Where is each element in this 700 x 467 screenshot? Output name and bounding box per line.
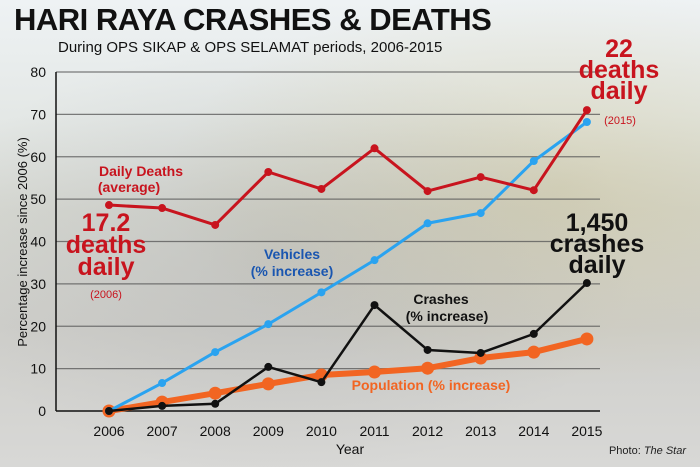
data-point xyxy=(423,219,432,228)
deaths-2006-year: (2006) xyxy=(90,289,122,301)
deaths-2006-annotation: 17.2 xyxy=(82,209,131,237)
data-point xyxy=(529,186,538,195)
y-tick-label: 40 xyxy=(30,234,46,250)
y-tick-label: 0 xyxy=(38,403,46,419)
data-point xyxy=(211,399,220,408)
data-point xyxy=(423,345,432,354)
data-point xyxy=(370,301,379,310)
deaths-2015-annotation: daily xyxy=(591,77,648,105)
x-axis-label: Year xyxy=(336,441,365,457)
data-point xyxy=(158,204,167,213)
deaths-2015-annotation: 22 xyxy=(605,35,633,63)
data-point xyxy=(368,365,381,379)
data-point xyxy=(476,173,485,182)
data-point xyxy=(529,156,538,165)
data-point xyxy=(158,401,167,410)
data-point xyxy=(261,377,275,391)
data-point xyxy=(211,348,220,357)
vehicles-series-label: Vehicles xyxy=(264,246,320,262)
data-point xyxy=(423,187,432,196)
crashes-2015-annotation: daily xyxy=(569,251,626,279)
x-tick-label: 2011 xyxy=(359,423,389,439)
data-point xyxy=(580,332,594,346)
y-tick-label: 60 xyxy=(30,149,46,165)
crashes-2015-annotation: crashes xyxy=(550,230,645,258)
x-tick-label: 2015 xyxy=(571,423,602,439)
data-point xyxy=(208,386,222,400)
y-tick-label: 50 xyxy=(30,191,46,207)
data-point xyxy=(317,288,326,297)
data-point xyxy=(370,256,379,265)
population-series-label: Population (% increase) xyxy=(352,377,511,393)
x-tick-label: 2007 xyxy=(147,423,178,439)
crashes-2015-annotation: 1,450 xyxy=(566,209,629,237)
data-point xyxy=(421,361,435,375)
series-line-2 xyxy=(108,282,588,413)
data-point xyxy=(582,106,591,115)
deaths-2006-annotation: deaths xyxy=(66,231,147,259)
x-tick-label: 2008 xyxy=(200,423,231,439)
y-tick-label: 30 xyxy=(30,276,46,292)
deaths-2015-annotation: deaths xyxy=(579,56,660,84)
deaths-series-label: Daily Deaths xyxy=(99,163,183,179)
x-tick-label: 2009 xyxy=(253,423,284,439)
data-point xyxy=(211,220,220,229)
data-point xyxy=(264,320,273,329)
data-point xyxy=(582,118,591,127)
x-tick-label: 2006 xyxy=(93,423,124,439)
data-point xyxy=(527,345,541,359)
data-point xyxy=(476,348,485,357)
deaths-series-label: (average) xyxy=(98,179,160,195)
data-point xyxy=(476,209,485,218)
series-line-3 xyxy=(108,336,588,414)
data-point xyxy=(370,144,379,153)
x-tick-label: 2010 xyxy=(306,423,337,439)
vehicles-series-label: (% increase) xyxy=(251,263,333,279)
data-point xyxy=(582,279,591,288)
series-line-0 xyxy=(108,109,589,227)
data-point xyxy=(317,378,326,387)
photo-credit: Photo: The Star xyxy=(609,445,686,457)
chart-subtitle: During OPS SIKAP & OPS SELAMAT periods, … xyxy=(58,39,443,56)
crashes-series-label: (% increase) xyxy=(406,308,488,324)
data-point xyxy=(529,329,538,338)
deaths-2015-year: (2015) xyxy=(604,115,636,127)
x-tick-label: 2014 xyxy=(518,423,549,439)
series-line-1 xyxy=(108,120,588,413)
y-tick-label: 20 xyxy=(30,318,46,334)
x-tick-label: 2013 xyxy=(465,423,496,439)
data-point xyxy=(317,184,326,193)
y-axis-label: Percentage increase since 2006 (%) xyxy=(15,137,30,347)
crashes-series-label: Crashes xyxy=(413,291,468,307)
data-point xyxy=(264,168,273,177)
chart-title: HARI RAYA CRASHES & DEATHS xyxy=(14,2,492,37)
data-point xyxy=(264,362,273,371)
y-tick-label: 80 xyxy=(30,64,46,80)
x-tick-label: 2012 xyxy=(412,423,443,439)
data-point xyxy=(105,407,113,415)
y-tick-label: 10 xyxy=(30,361,46,377)
credit-source: The Star xyxy=(643,445,686,457)
y-tick-label: 70 xyxy=(30,106,46,122)
data-point xyxy=(158,379,167,388)
data-point xyxy=(105,201,113,210)
deaths-2006-annotation: daily xyxy=(78,253,135,281)
credit-prefix: Photo: xyxy=(608,445,644,457)
